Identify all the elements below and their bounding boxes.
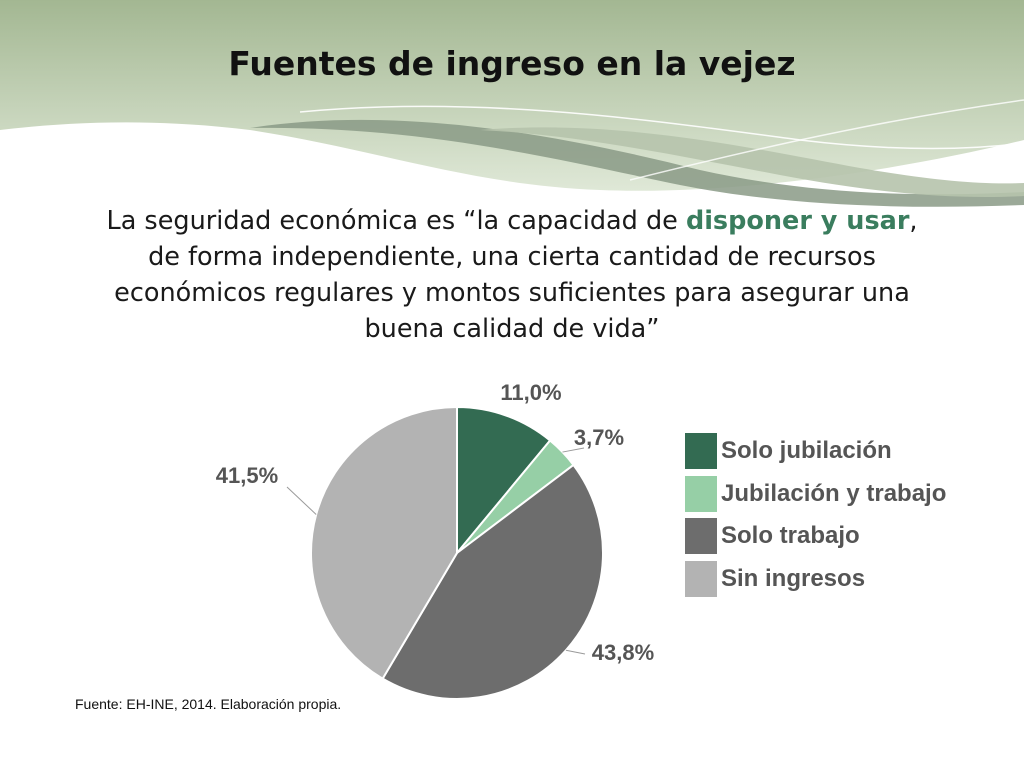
header-background bbox=[0, 0, 1024, 207]
leader-line-solo-trabajo bbox=[565, 649, 586, 655]
header-wave-light bbox=[480, 127, 1024, 198]
pie-slice-solo-trabajo bbox=[381, 463, 604, 700]
source-note: Fuente: EH-INE, 2014. Elaboración propia… bbox=[75, 696, 342, 712]
legend-label: Sin ingresos bbox=[721, 564, 866, 592]
data-label-solo-jubilacion: 11,0% bbox=[500, 380, 561, 405]
legend-item-jubilacion-y-trabajo: Jubilación y trabajo bbox=[685, 475, 947, 512]
pie-slice-sin-ingresos bbox=[310, 405, 458, 681]
pie-slice-solo-jubilacion bbox=[456, 405, 552, 556]
data-label-jubilacion-y-trabajo: 3,7% bbox=[574, 425, 624, 450]
header-band bbox=[0, 0, 1024, 191]
pie-slices bbox=[310, 405, 604, 700]
legend: Solo jubilación Jubilación y trabajo Solo … bbox=[685, 433, 946, 603]
definition-quote: La seguridad económica es “la capacidad … bbox=[90, 203, 934, 347]
pie-chart: 11,0% 3,7% 43,8% 41,5% bbox=[216, 380, 654, 700]
data-labels: 11,0% 3,7% 43,8% 41,5% bbox=[216, 380, 654, 665]
header-wave-line bbox=[299, 105, 1024, 150]
legend-label: Solo jubilación bbox=[721, 437, 892, 464]
legend-item-sin-ingresos: Sin ingresos bbox=[685, 560, 946, 597]
leader-line-jubilacion-y-trabajo bbox=[562, 447, 585, 453]
legend-swatch bbox=[685, 518, 717, 554]
legend-label: Jubilación y trabajo bbox=[721, 479, 947, 507]
header-wave-dark bbox=[250, 119, 1024, 207]
legend-swatch bbox=[685, 433, 717, 469]
data-label-sin-ingresos: 41,5% bbox=[216, 463, 278, 488]
legend-item-solo-jubilacion: Solo jubilación bbox=[685, 433, 946, 469]
header-wave-line-2 bbox=[629, 99, 1024, 181]
quote-highlight: disponer y usar bbox=[685, 206, 910, 236]
legend-swatch bbox=[685, 475, 717, 512]
legend-label: Solo trabajo bbox=[721, 522, 860, 549]
quote-text-after: , de forma independiente, una cierta can… bbox=[114, 206, 918, 344]
slide-title: Fuentes de ingreso en la vejez bbox=[228, 44, 796, 83]
quote-text-before: La seguridad económica es “la capacidad … bbox=[106, 206, 686, 236]
data-label-solo-trabajo: 43,8% bbox=[592, 640, 654, 665]
leader-line-sin-ingresos bbox=[286, 486, 317, 515]
leader-lines bbox=[286, 447, 586, 655]
legend-swatch bbox=[685, 560, 717, 597]
legend-item-solo-trabajo: Solo trabajo bbox=[685, 518, 946, 554]
